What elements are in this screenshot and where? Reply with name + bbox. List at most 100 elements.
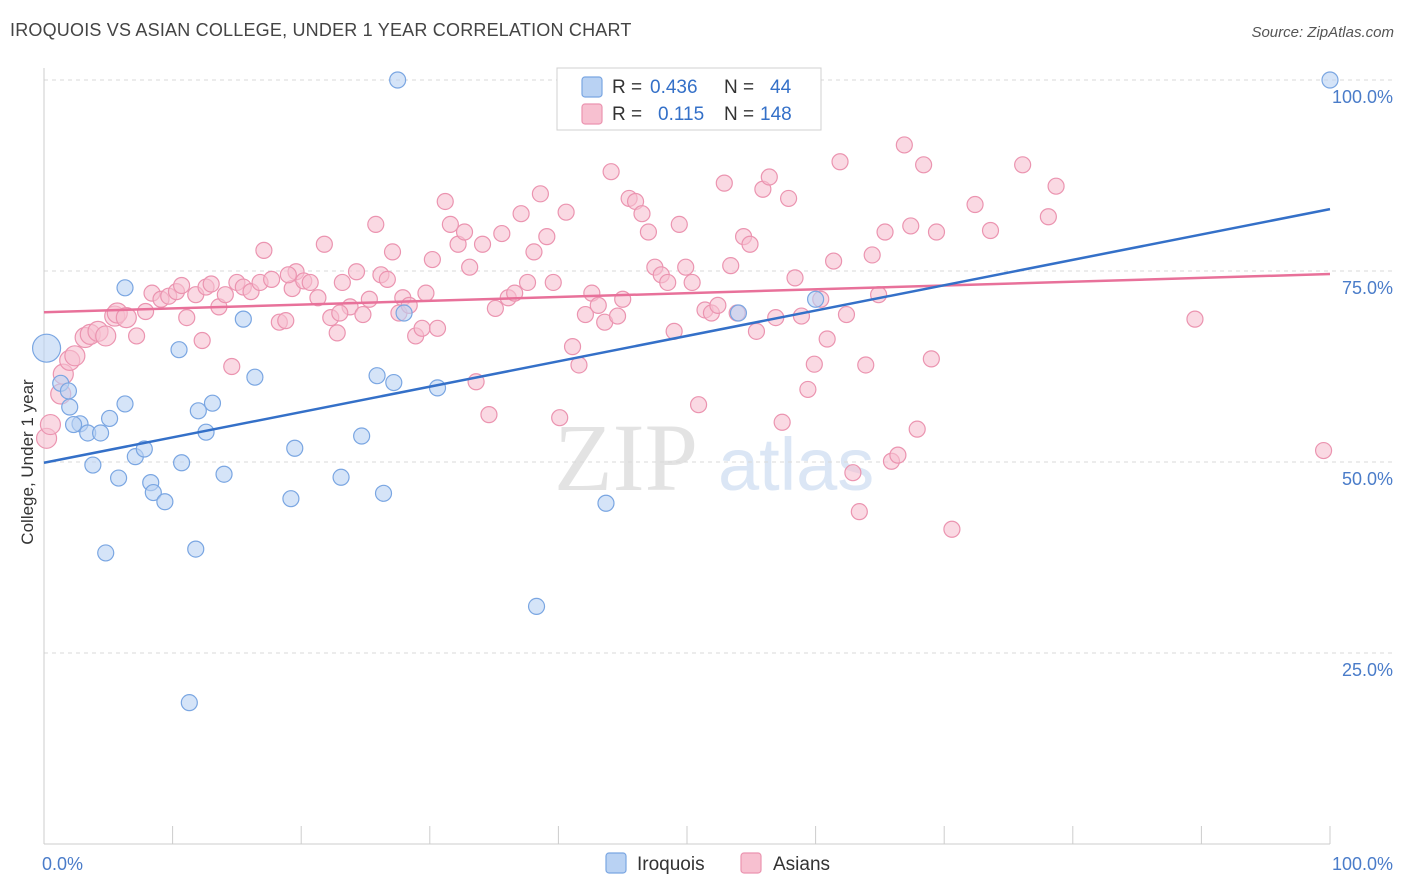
iroquois-point [116,395,134,413]
asians-point [1014,156,1032,174]
iroquois-point [234,310,252,328]
iroquois-point [527,597,546,615]
source-label: Source: ZipAtlas.com [1251,24,1394,41]
y-tick-label: 100.0% [1332,87,1393,107]
asians-point [383,243,402,261]
asians-point [64,345,86,367]
asians-point [473,235,492,253]
asians-point [277,312,295,330]
legend-asians-label: Asians [773,854,830,875]
asians-point [741,235,759,253]
iroquois-point [1321,71,1339,89]
asians-point [659,273,677,292]
iroquois-point [203,394,222,412]
y-tick-label: 50.0% [1342,469,1393,489]
asians-point [844,464,862,482]
stats-legend: R = 0.436 N = 44 R = 0.115 N = 148 [556,67,822,131]
iroquois-point [246,368,264,386]
asians-point [486,299,504,318]
asians-point [331,304,349,322]
iroquois-point [597,494,615,512]
asians-point [876,223,894,241]
series-legend: Iroquois Asians [605,852,830,875]
asians-point [354,305,372,324]
asians-point [531,185,549,203]
asians-point [115,307,137,329]
asians-point [178,309,196,327]
asians-point [689,396,708,414]
asians-point [279,266,297,284]
iroquois-point [806,290,825,308]
chart-title: IROQUOIS VS ASIAN COLLEGE, UNDER 1 YEAR … [10,20,632,40]
asians-point [602,163,620,181]
iroquois-point [64,415,83,434]
iroquois-point [59,382,78,400]
asians-point [608,307,627,325]
asians-point [902,217,920,235]
asians-point [413,319,431,337]
asians-point [633,205,651,223]
iroquois-r-value: 0.436 [650,77,698,98]
iroquois-point [428,379,447,397]
asians-point [799,380,817,399]
asians-point [223,357,241,376]
asians-point [202,275,220,293]
iroquois-point [144,483,162,502]
iroquois-point [286,439,304,457]
asians-point [263,270,281,289]
asians-point [857,356,875,374]
asians-point [436,192,454,211]
asians-point [915,156,933,174]
asians-point [173,276,191,295]
iroquois-point [215,465,233,483]
iroquois-point [282,490,300,508]
asians-point [544,273,562,292]
iroquois-point [189,402,207,420]
asians-point [328,324,346,342]
asians-point [493,224,511,243]
asians-point [889,446,907,464]
asians-point [367,215,385,233]
asians-point [480,406,498,424]
asians-point [773,413,791,431]
asians-point [378,270,396,289]
x-tick-label-min: 0.0% [42,854,83,874]
asians-point [127,327,146,345]
asians-point [683,273,701,292]
iroquois-point [173,454,191,472]
iroquois-point [61,398,79,416]
iroquois-trend-line [43,207,1331,464]
watermark: ZIP atlas [554,404,874,511]
asians-point [709,296,727,314]
asians-point [525,243,543,261]
iroquois-point [84,456,102,474]
asians-point [216,286,234,304]
iroquois-points [31,71,1339,712]
asians-point [347,263,366,281]
asians-point [538,228,556,246]
asians-point [1314,441,1333,460]
asians-n-value: 148 [760,104,792,125]
asians-point [715,174,733,192]
asians-point [966,195,984,214]
asians-point [518,273,537,292]
iroquois-n-label: N = [724,77,754,98]
iroquois-point [368,367,386,385]
x-ticks [43,826,1331,844]
asians-point [255,241,273,259]
asians-point [818,330,836,348]
y-tick-labels: 25.0% 50.0% 75.0% 100.0% [1332,87,1393,680]
asians-points [35,136,1333,538]
legend-iroquois-swatch [605,852,627,874]
asians-point [563,338,582,356]
watermark-atlas: atlas [718,423,874,506]
asians-point [417,284,435,302]
asians-point [301,273,319,292]
asians-point [786,269,804,287]
iroquois-point [170,341,188,359]
asians-point [423,250,441,269]
asians-point [1039,208,1057,226]
iroquois-point [353,427,371,445]
iroquois-point [109,469,128,487]
asians-point [551,409,569,427]
